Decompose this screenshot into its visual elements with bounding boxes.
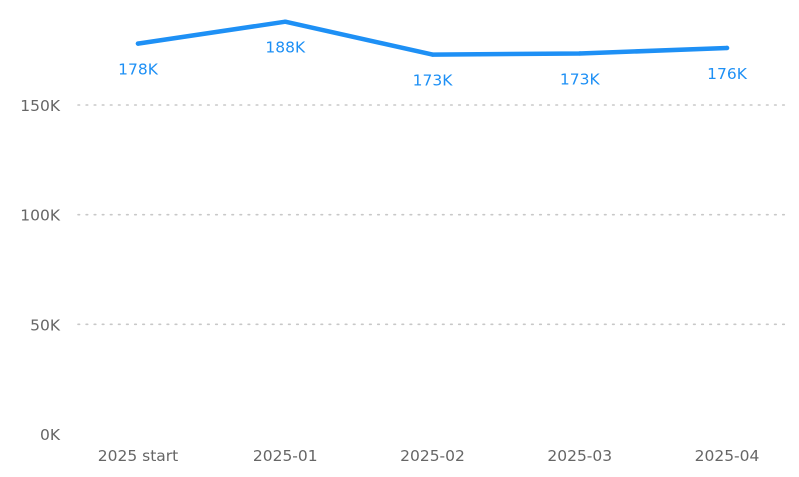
data-label: 176K xyxy=(707,65,748,83)
gridlines xyxy=(77,104,786,326)
y-axis-tick-labels: 0K 50K 100K 150K xyxy=(20,97,61,444)
data-label: 173K xyxy=(413,72,454,90)
data-point[interactable] xyxy=(283,19,288,24)
y-tick-label: 100K xyxy=(20,207,61,225)
data-point[interactable] xyxy=(724,45,730,51)
data-labels: 178K 188K 173K 173K 176K xyxy=(118,39,748,90)
x-tick-label: 2025-01 xyxy=(253,447,318,465)
data-point[interactable] xyxy=(135,41,141,46)
data-label: 173K xyxy=(560,70,601,88)
x-tick-label: 2025-02 xyxy=(400,447,465,465)
x-axis-tick-labels: 2025 start 2025-01 2025-02 2025-03 2025-04 xyxy=(98,447,760,465)
y-tick-label: 0K xyxy=(40,426,61,444)
x-tick-label: 2025 start xyxy=(98,447,178,465)
y-tick-label: 150K xyxy=(20,97,61,115)
data-label: 178K xyxy=(118,61,159,79)
x-tick-label: 2025-04 xyxy=(695,447,760,465)
data-label: 188K xyxy=(265,39,306,57)
y-tick-label: 50K xyxy=(30,316,61,334)
x-tick-label: 2025-03 xyxy=(547,447,612,465)
series-line xyxy=(135,19,730,57)
series-layer xyxy=(135,19,730,57)
data-point[interactable] xyxy=(430,52,435,57)
data-point[interactable] xyxy=(577,51,582,56)
